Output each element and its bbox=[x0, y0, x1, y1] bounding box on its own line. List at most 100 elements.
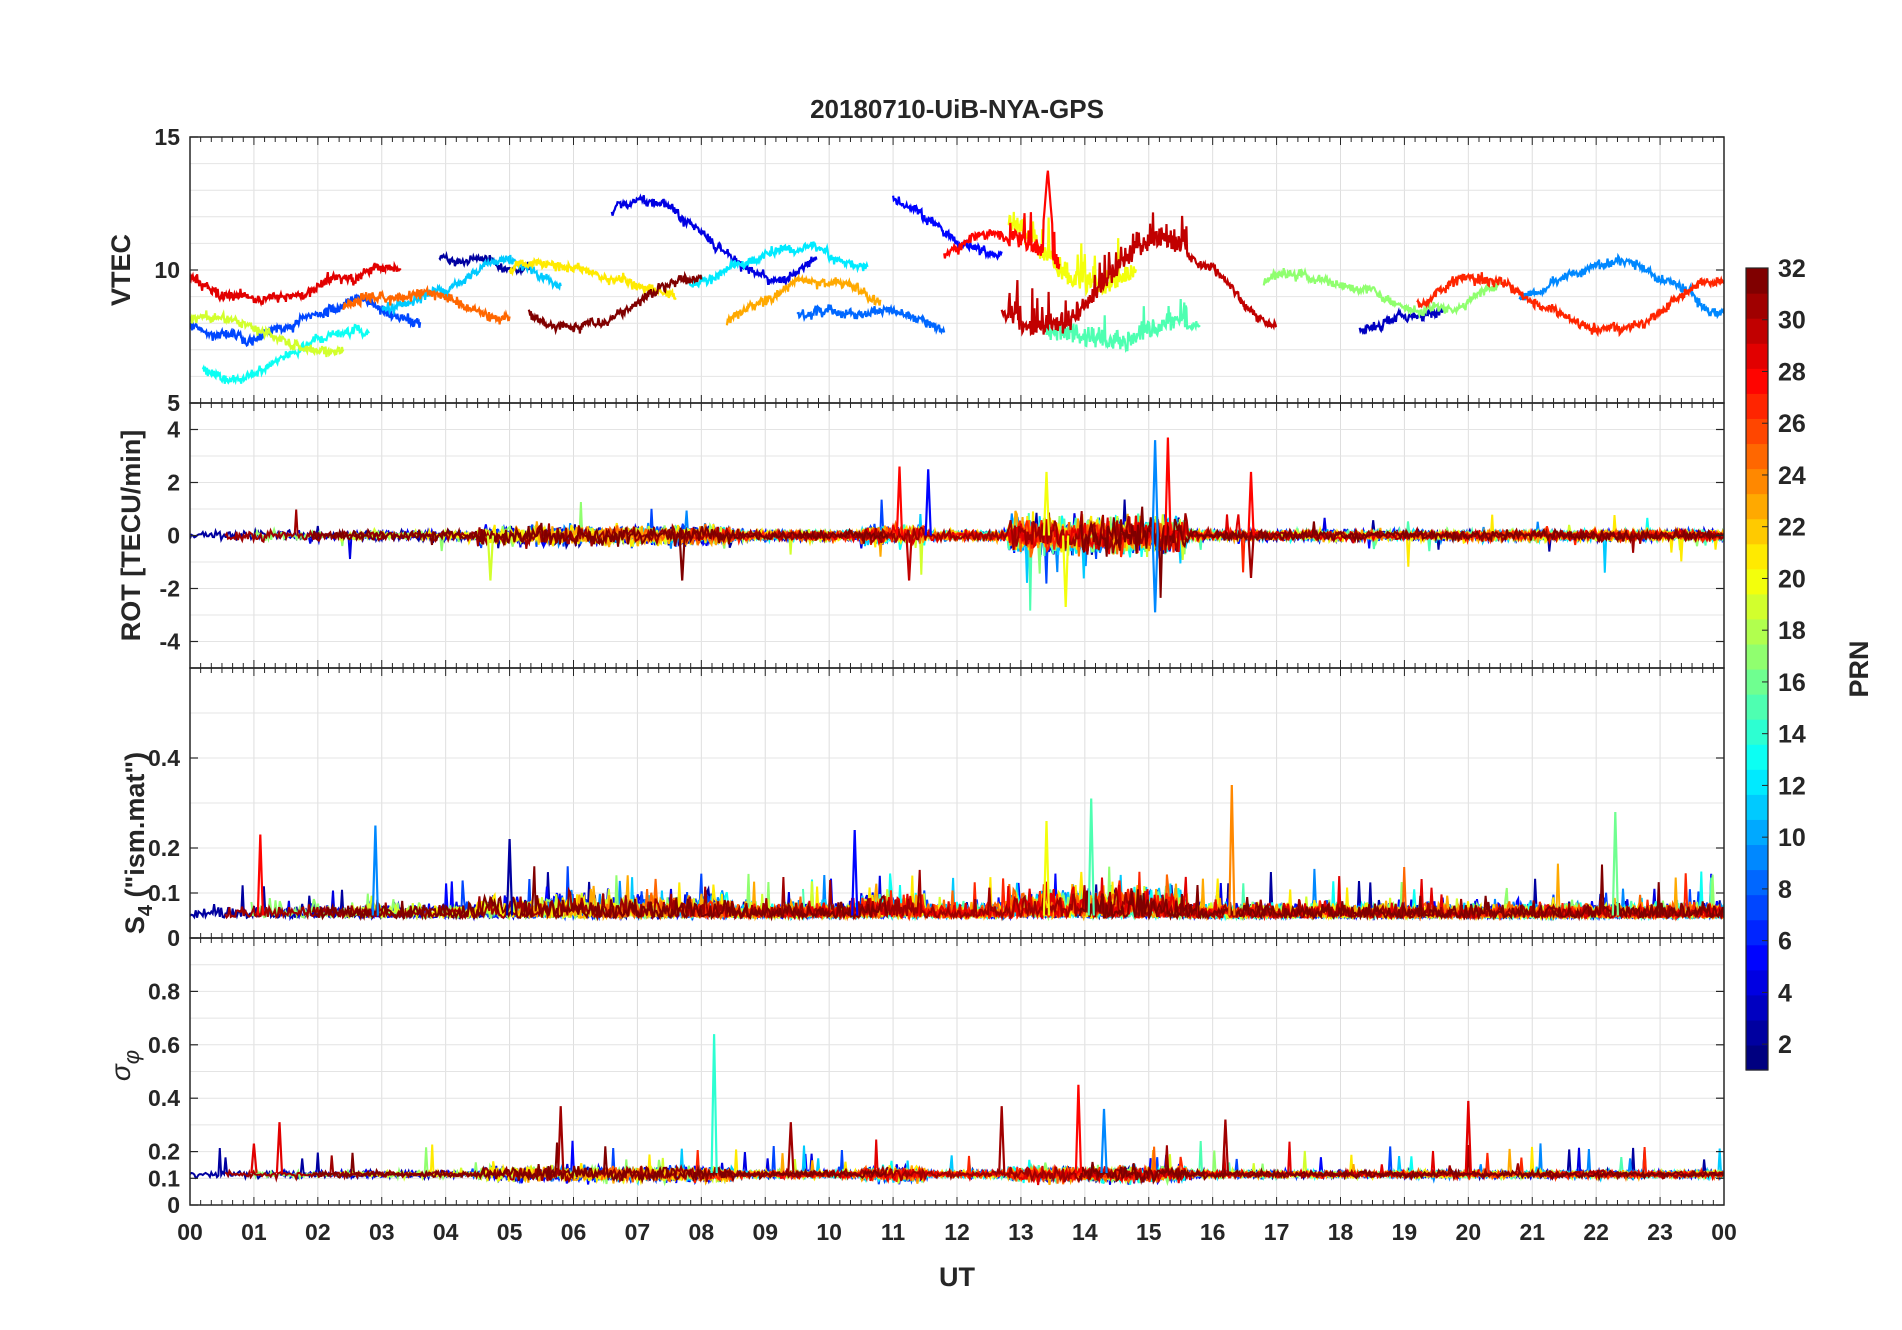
vtec-trace-prn-29 bbox=[190, 260, 402, 307]
vtec-trace-prn-13 bbox=[201, 323, 370, 386]
trace-prn-31 bbox=[224, 869, 994, 922]
trace-prn-31 bbox=[991, 885, 1724, 922]
vtec-trace-prn-27 bbox=[1416, 272, 1724, 338]
vtec-trace-prn-9 bbox=[1518, 252, 1724, 320]
x-tick-labels: 00 01 02 03 04 05 06 07 08 09 10 11 12 13 14 15 16 17 18 19… bbox=[177, 1219, 1737, 1245]
y-axis-label: VTEC bbox=[106, 234, 136, 306]
x-tick-label: 08 bbox=[689, 1219, 715, 1245]
panel-1: 5 10 15 VTEC bbox=[106, 124, 1725, 416]
spike-prn-31 bbox=[1221, 1119, 1230, 1174]
x-tick-label: 03 bbox=[369, 1219, 395, 1245]
vtec-trace-prn-21 bbox=[508, 257, 677, 301]
y-axis-label-subscript: 4 bbox=[135, 904, 157, 916]
x-tick-label: 20 bbox=[1456, 1219, 1482, 1245]
y-axis-label: S4 ("ism.mat") bbox=[120, 752, 157, 934]
y-tick-label: 0 bbox=[167, 925, 180, 951]
spike-prn-28 bbox=[1247, 471, 1255, 536]
spike-prn-31 bbox=[787, 1122, 795, 1174]
vtec-trace-prn-30 bbox=[1000, 212, 1278, 337]
x-tick-label: 22 bbox=[1583, 1219, 1609, 1245]
colorbar-bin bbox=[1746, 969, 1768, 996]
spike-prn-14 bbox=[710, 1034, 718, 1174]
y-tick-label: 0.1 bbox=[148, 880, 180, 906]
colorbar-bin bbox=[1746, 944, 1768, 971]
vtec-trace-prn-19 bbox=[190, 309, 345, 358]
x-ticks bbox=[189, 137, 1725, 403]
x-tick-label: 13 bbox=[1008, 1219, 1034, 1245]
y-tick-label: 4 bbox=[167, 417, 180, 443]
spike-prn-28 bbox=[895, 466, 904, 536]
colorbar-bin bbox=[1746, 994, 1768, 1021]
colorbar-bin bbox=[1746, 593, 1768, 620]
trace-prn-32 bbox=[1078, 864, 1724, 921]
spike-prn-5 bbox=[924, 469, 932, 536]
y-tick-label: 0.4 bbox=[148, 745, 180, 771]
vtec-trace-prn-28 bbox=[943, 170, 1061, 270]
colorbar-bin bbox=[1746, 368, 1768, 394]
spike-prn-9 bbox=[1151, 440, 1159, 536]
x-tick-label: 21 bbox=[1519, 1219, 1545, 1245]
colorbar-bin bbox=[1746, 293, 1768, 319]
colorbar-tick-label: 30 bbox=[1778, 307, 1806, 335]
x-tick-label: 02 bbox=[305, 1219, 331, 1245]
spike-prn-32 bbox=[678, 535, 686, 581]
vtec-trace-prn-25 bbox=[342, 284, 511, 325]
colorbar-bin bbox=[1746, 669, 1768, 695]
colorbar-bin bbox=[1746, 1044, 1768, 1071]
colorbar-bin bbox=[1746, 268, 1768, 294]
vtec-trace-prn-3 bbox=[1358, 306, 1444, 336]
spike-prn-28 bbox=[1164, 437, 1172, 536]
spike-prn-19 bbox=[486, 535, 495, 581]
x-tick-label: 15 bbox=[1136, 1219, 1162, 1245]
y-tick-label: 0.1 bbox=[148, 1165, 180, 1191]
x-tick-label: 17 bbox=[1264, 1219, 1290, 1245]
y-tick-label: 2 bbox=[167, 470, 180, 496]
colorbar-bin bbox=[1746, 543, 1768, 570]
colorbar-tick-label: 22 bbox=[1778, 514, 1806, 542]
colorbar-bin bbox=[1746, 618, 1768, 645]
spike-prn-20 bbox=[1062, 535, 1070, 608]
vtec-trace-prn-23 bbox=[725, 273, 882, 326]
colorbar-bin bbox=[1746, 1019, 1768, 1046]
x-tick-label: 01 bbox=[241, 1219, 267, 1245]
chart-title: 20180710-UiB-NYA-GPS bbox=[810, 94, 1104, 124]
x-tick-label: 06 bbox=[561, 1219, 587, 1245]
vtec-trace-prn-4 bbox=[610, 193, 818, 287]
x-tick-label: 16 bbox=[1200, 1219, 1226, 1245]
trace-prn-32 bbox=[312, 1142, 889, 1185]
x-tick-label: 12 bbox=[944, 1219, 970, 1245]
x-tick-label: 09 bbox=[752, 1219, 778, 1245]
spike-prn-29 bbox=[1464, 1100, 1472, 1174]
x-tick-label: 23 bbox=[1647, 1219, 1673, 1245]
colorbar-tick-label: 28 bbox=[1778, 358, 1806, 386]
y-axis-label-s: S bbox=[120, 916, 150, 934]
vtec-trace-prn-17 bbox=[1262, 266, 1502, 320]
spike-prn-29 bbox=[250, 1143, 258, 1174]
spike-prn-28 bbox=[1074, 1084, 1083, 1174]
colorbar-tick-label: 8 bbox=[1778, 876, 1792, 904]
colorbar-bin bbox=[1746, 694, 1768, 720]
colorbar-tick-label: 2 bbox=[1778, 1031, 1792, 1059]
y-tick-label: 10 bbox=[154, 257, 180, 283]
x-tick-label: 07 bbox=[625, 1219, 651, 1245]
colorbar-tick-label: 32 bbox=[1778, 255, 1806, 283]
colorbar-bin bbox=[1746, 443, 1768, 470]
x-tick-label: 11 bbox=[881, 1219, 906, 1245]
x-tick-label: 00 bbox=[1711, 1219, 1737, 1245]
trace-prn-31 bbox=[991, 511, 1724, 555]
colorbar-bin bbox=[1746, 894, 1768, 921]
vtec-trace-prn-12 bbox=[687, 241, 869, 289]
colorbar-bin bbox=[1746, 769, 1768, 795]
colorbar-tick-label: 14 bbox=[1778, 721, 1806, 749]
x-axis-label: UT bbox=[939, 1262, 975, 1292]
spike-prn-29 bbox=[275, 1122, 284, 1174]
data-traces bbox=[190, 437, 1724, 613]
grid-lines bbox=[189, 136, 1725, 404]
x-tick-label: 05 bbox=[497, 1219, 523, 1245]
y-axis-label: σφ bbox=[105, 1050, 144, 1081]
colorbar-bin bbox=[1746, 819, 1768, 846]
y-tick-label: 5 bbox=[167, 390, 180, 416]
colorbar-tick-label: 6 bbox=[1778, 928, 1792, 956]
spike-prn-9 bbox=[371, 825, 379, 916]
